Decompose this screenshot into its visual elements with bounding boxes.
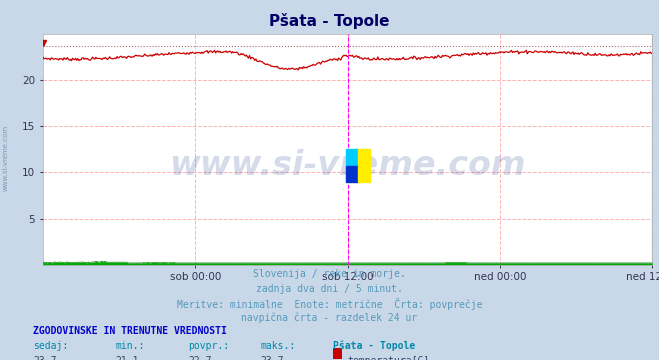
Text: www.si-vreme.com: www.si-vreme.com — [169, 149, 526, 182]
Bar — [358, 166, 370, 182]
Bar — [347, 149, 358, 166]
Text: Slovenija / reke in morje.: Slovenija / reke in morje. — [253, 269, 406, 279]
Text: navpična črta - razdelek 24 ur: navpična črta - razdelek 24 ur — [241, 312, 418, 323]
Text: zadnja dva dni / 5 minut.: zadnja dva dni / 5 minut. — [256, 284, 403, 294]
Text: 21,1: 21,1 — [115, 356, 139, 360]
Text: temperatura[C]: temperatura[C] — [347, 356, 430, 360]
Text: sedaj:: sedaj: — [33, 341, 68, 351]
Text: maks.:: maks.: — [260, 341, 295, 351]
Bar — [347, 166, 358, 182]
Bar — [358, 149, 370, 166]
Text: 23,7: 23,7 — [33, 356, 57, 360]
Text: Pšata - Topole: Pšata - Topole — [270, 13, 389, 28]
Text: Pšata - Topole: Pšata - Topole — [333, 341, 415, 351]
Text: 22,7: 22,7 — [188, 356, 212, 360]
Text: Meritve: minimalne  Enote: metrične  Črta: povprečje: Meritve: minimalne Enote: metrične Črta:… — [177, 298, 482, 310]
Text: min.:: min.: — [115, 341, 145, 351]
Text: ZGODOVINSKE IN TRENUTNE VREDNOSTI: ZGODOVINSKE IN TRENUTNE VREDNOSTI — [33, 326, 227, 336]
Text: www.si-vreme.com: www.si-vreme.com — [2, 125, 9, 192]
Text: povpr.:: povpr.: — [188, 341, 229, 351]
Text: 23,7: 23,7 — [260, 356, 284, 360]
